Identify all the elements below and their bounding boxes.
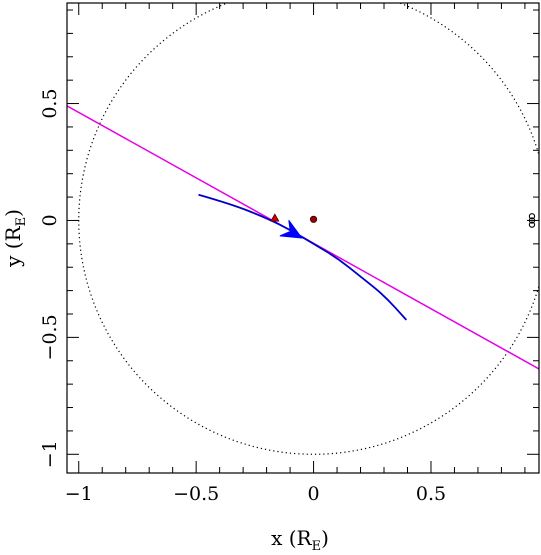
marker-triangle: [270, 213, 280, 222]
x-tick-label: −1: [65, 483, 93, 505]
x-axis-label: x (RE): [271, 526, 329, 554]
marker-open-circle-4: [528, 221, 536, 228]
y-axis-label: y (RE): [1, 209, 29, 268]
y-tick-label: −1: [39, 440, 61, 468]
y-tick-label: 0: [39, 214, 61, 226]
y-tick-label: −0.5: [39, 314, 61, 360]
marker-open-circle-2: [528, 213, 536, 220]
y-tick-labels: −1 −0.5 0 0.5: [39, 88, 61, 468]
y-tick-label: 0.5: [39, 88, 61, 118]
marker-dot: [309, 215, 318, 223]
series-curve: [198, 193, 407, 321]
x-tick-label: 0.5: [416, 483, 446, 505]
plot-area: [67, 3, 539, 455]
unit-circle: [78, 3, 539, 455]
x-tick-labels: −1 −0.5 0 0.5: [65, 483, 446, 505]
x-tick-label: 0: [308, 483, 320, 505]
x-tick-label: −0.5: [173, 483, 219, 505]
axis-ticks: [67, 3, 539, 473]
plot-frame: [66, 2, 540, 474]
direction-arrow: [279, 219, 303, 239]
